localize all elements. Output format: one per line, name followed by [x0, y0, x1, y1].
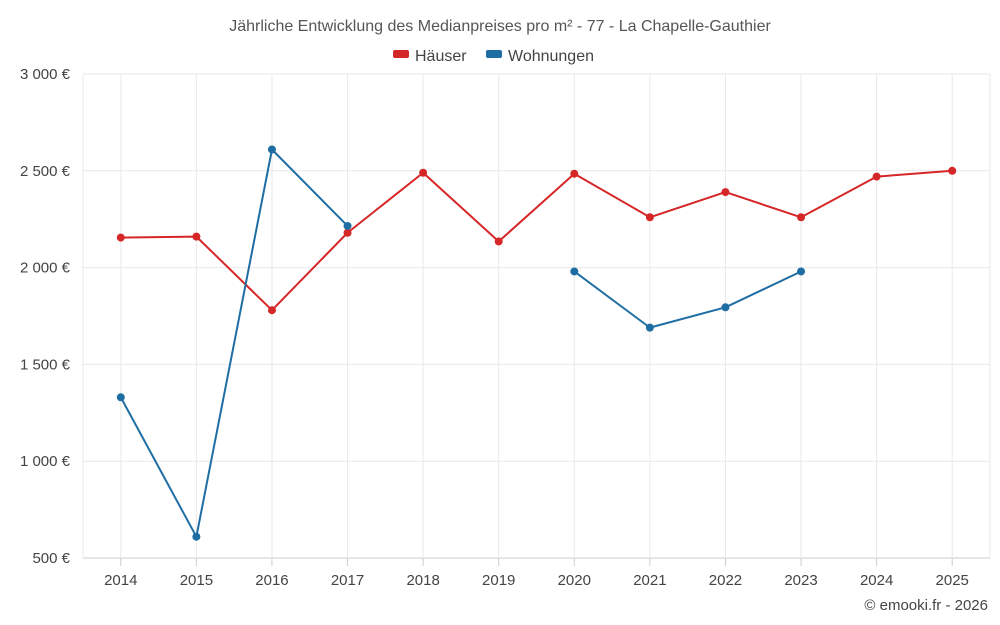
- data-point-haeuser-2015[interactable]: [192, 232, 201, 241]
- data-point-haeuser-2021[interactable]: [645, 213, 654, 222]
- x-tick-label: 2019: [482, 572, 515, 589]
- x-tick-label: 2017: [331, 572, 364, 589]
- data-point-wohnungen-2014[interactable]: [116, 393, 125, 402]
- x-tick-label: 2014: [104, 572, 137, 589]
- y-tick-label: 1 500 €: [20, 356, 71, 373]
- data-point-haeuser-2025[interactable]: [948, 166, 957, 175]
- x-tick-label: 2021: [633, 572, 666, 589]
- series-layer: [116, 145, 957, 541]
- y-axis-ticks: 500 € 1 000 € 1 500 € 2 000 € 2 500 € 3 000 €: [20, 66, 71, 567]
- data-point-haeuser-2024[interactable]: [872, 172, 881, 181]
- data-point-wohnungen-2015[interactable]: [192, 532, 201, 541]
- y-tick-label: 3 000 €: [20, 66, 71, 83]
- data-point-wohnungen-2022[interactable]: [721, 303, 730, 312]
- y-tick-label: 1 000 €: [20, 453, 71, 470]
- y-tick-label: 2 500 €: [20, 163, 71, 180]
- data-point-wohnungen-2023[interactable]: [797, 267, 806, 276]
- chart-title: Jährliche Entwicklung des Medianpreises …: [229, 18, 771, 35]
- legend-label-wohnungen[interactable]: Wohnungen: [508, 48, 594, 65]
- data-point-haeuser-2017[interactable]: [343, 228, 352, 237]
- legend: Häuser Wohnungen: [393, 48, 594, 65]
- x-tick-label: 2023: [784, 572, 817, 589]
- data-point-haeuser-2022[interactable]: [721, 188, 730, 197]
- credit-text: © emooki.fr - 2026: [864, 597, 988, 614]
- x-tick-label: 2024: [860, 572, 893, 589]
- data-point-wohnungen-2016[interactable]: [267, 145, 276, 154]
- data-point-wohnungen-2020[interactable]: [570, 267, 579, 276]
- y-tick-label: 2 000 €: [20, 260, 71, 277]
- series-line-haeuser: [120, 169, 953, 312]
- data-point-haeuser-2023[interactable]: [797, 213, 806, 222]
- legend-label-haeuser[interactable]: Häuser: [415, 48, 467, 65]
- data-point-haeuser-2019[interactable]: [494, 237, 503, 246]
- x-tick-label: 2018: [406, 572, 439, 589]
- x-tick-label: 2016: [255, 572, 288, 589]
- data-point-wohnungen-2021[interactable]: [645, 323, 654, 332]
- data-point-haeuser-2016[interactable]: [267, 306, 276, 315]
- x-tick-label: 2025: [936, 572, 969, 589]
- series-line-wohnungen: [119, 148, 349, 538]
- data-point-haeuser-2014[interactable]: [116, 233, 125, 242]
- series-line-wohnungen: [573, 270, 802, 329]
- x-axis-ticks: 2014 2015 2016 2017 2018 2019 2020 2021 2022 2023…: [104, 558, 969, 589]
- data-point-haeuser-2020[interactable]: [570, 169, 579, 178]
- legend-swatch-haeuser[interactable]: [393, 50, 409, 58]
- data-point-haeuser-2018[interactable]: [419, 168, 428, 177]
- x-tick-label: 2022: [709, 572, 742, 589]
- y-tick-label: 500 €: [32, 550, 70, 567]
- x-tick-label: 2020: [558, 572, 591, 589]
- legend-swatch-wohnungen[interactable]: [486, 50, 502, 58]
- data-point-wohnungen-2017[interactable]: [343, 221, 352, 230]
- grid: [82, 73, 991, 559]
- x-tick-label: 2015: [180, 572, 213, 589]
